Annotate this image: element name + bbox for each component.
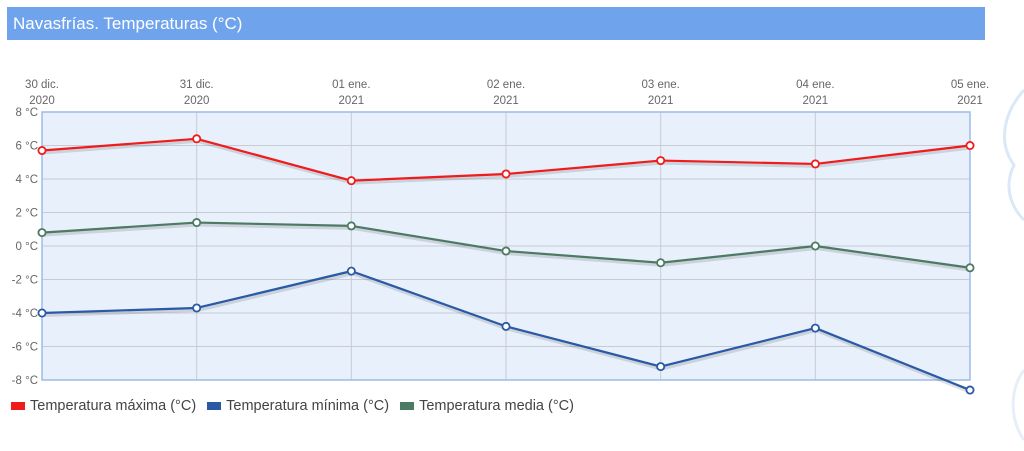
data-point-media xyxy=(965,263,975,273)
data-point-min xyxy=(346,266,356,276)
x-tick-label: 2021 xyxy=(957,95,983,107)
x-tick-label: 04 ene. xyxy=(796,79,834,91)
legend-item-max[interactable]: Temperatura máxima (°C) xyxy=(11,398,196,414)
data-point-max xyxy=(656,156,666,166)
data-point-max xyxy=(501,169,511,179)
x-tick-label: 2021 xyxy=(339,95,365,107)
data-point-max xyxy=(810,159,820,169)
data-point-min xyxy=(656,362,666,372)
data-point-min xyxy=(965,385,975,395)
data-point-media xyxy=(656,258,666,268)
x-tick-label: 05 ene. xyxy=(951,79,989,91)
data-point-min xyxy=(37,308,47,318)
y-tick-label: 8 °C xyxy=(16,107,39,119)
data-point-media xyxy=(37,228,47,238)
data-point-max xyxy=(37,146,47,156)
y-tick-label: 4 °C xyxy=(16,174,39,186)
plot-border xyxy=(41,111,971,381)
data-point-media xyxy=(346,221,356,231)
x-tick-label: 01 ene. xyxy=(332,79,370,91)
y-tick-label: -6 °C xyxy=(12,342,38,354)
y-tick-label: -4 °C xyxy=(12,308,38,320)
chart-legend: Temperatura máxima (°C) Temperatura míni… xyxy=(11,398,585,414)
x-tick-label: 2020 xyxy=(29,95,55,107)
x-tick-label: 2021 xyxy=(493,95,519,107)
legend-swatch-max xyxy=(11,402,25,410)
data-point-min xyxy=(192,303,202,313)
y-tick-label: 0 °C xyxy=(16,241,39,253)
data-point-min xyxy=(810,323,820,333)
data-point-min xyxy=(501,321,511,331)
legend-label-media: Temperatura media (°C) xyxy=(419,398,574,414)
data-point-media xyxy=(810,241,820,251)
legend-item-min[interactable]: Temperatura mínima (°C) xyxy=(207,398,389,414)
x-tick-label: 02 ene. xyxy=(487,79,525,91)
legend-label-max: Temperatura máxima (°C) xyxy=(30,398,197,414)
legend-label-min: Temperatura mínima (°C) xyxy=(226,398,390,414)
x-tick-label: 30 dic. xyxy=(25,79,59,91)
data-point-media xyxy=(192,218,202,228)
y-tick-label: 6 °C xyxy=(16,141,39,153)
background-decoration xyxy=(1003,88,1024,441)
y-tick-label: 2 °C xyxy=(16,208,39,220)
data-point-max xyxy=(192,134,202,144)
x-tick-label: 2021 xyxy=(648,95,674,107)
legend-item-media[interactable]: Temperatura media (°C) xyxy=(400,398,574,414)
y-tick-label: -8 °C xyxy=(12,375,38,387)
data-point-max xyxy=(346,176,356,186)
chart-header: Navasfrías. Temperaturas (°C) xyxy=(7,7,985,40)
legend-swatch-media xyxy=(400,402,415,410)
x-tick-label: 2021 xyxy=(803,95,829,107)
data-point-max xyxy=(965,140,975,150)
data-point-media xyxy=(501,246,511,256)
legend-swatch-min xyxy=(207,402,222,410)
x-tick-label: 03 ene. xyxy=(641,79,679,91)
y-tick-label: -2 °C xyxy=(12,275,38,287)
x-tick-label: 2020 xyxy=(184,95,210,107)
chart-title: Navasfrías. Temperaturas (°C) xyxy=(13,14,243,33)
x-tick-label: 31 dic. xyxy=(180,79,214,91)
